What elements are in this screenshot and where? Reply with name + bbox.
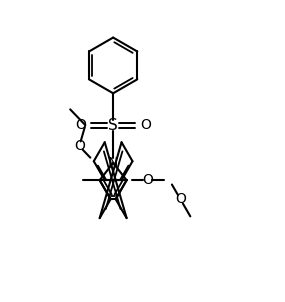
Text: O: O: [74, 139, 85, 153]
Text: O: O: [75, 118, 86, 132]
Text: N: N: [108, 156, 118, 170]
Text: O: O: [141, 118, 151, 132]
Text: O: O: [142, 173, 153, 187]
Text: O: O: [175, 192, 186, 206]
Text: S: S: [108, 117, 118, 133]
